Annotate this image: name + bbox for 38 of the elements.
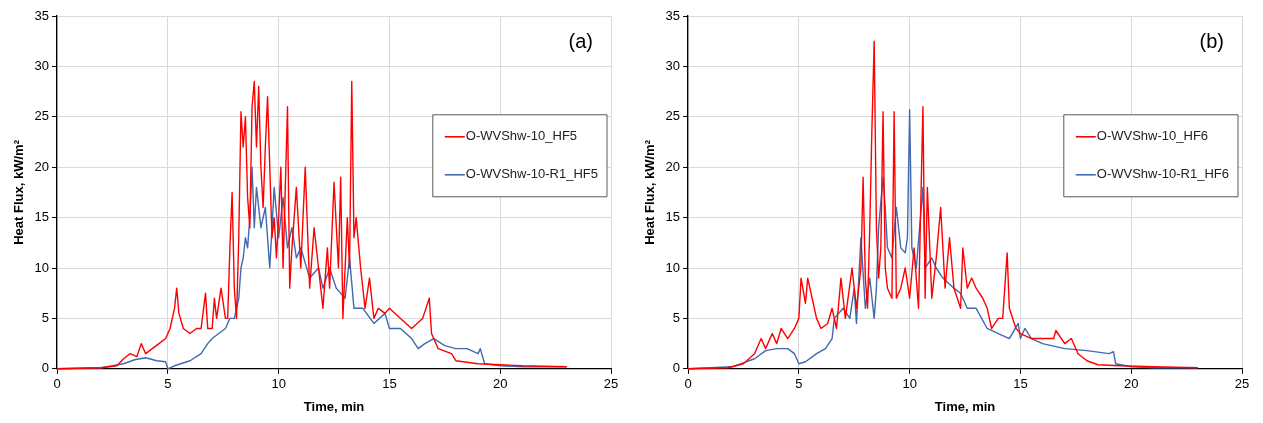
x-axis-title: Time, min [303, 398, 365, 414]
annotation: (a) [568, 29, 593, 52]
x-tick-label: 25 [1234, 376, 1250, 392]
y-tick-label: 0 [672, 360, 681, 376]
y-tick-label: 20 [34, 158, 50, 174]
x-tick-label: 15 [382, 376, 397, 392]
y-tick-label: 30 [665, 57, 681, 73]
x-axis-title: Time, min [934, 398, 996, 414]
x-tick-label: 20 [1123, 376, 1139, 392]
legend-label: O-WVShw-10_HF5 [465, 128, 578, 144]
y-tick-label: 35 [34, 7, 50, 23]
y-axis-title: Heat Flux, kW/m² [642, 139, 658, 245]
y-axis-title: Heat Flux, kW/m² [11, 139, 27, 245]
x-tick-label: 0 [684, 376, 692, 392]
x-tick-label: 25 [603, 376, 619, 392]
annotation: (b) [1199, 29, 1224, 52]
y-tick-label: 25 [34, 108, 50, 124]
y-tick-label: 30 [34, 57, 50, 73]
legend-label: O-WVShw-10_HF6 [1096, 128, 1209, 144]
legend-label: O-WVShw-10-R1_HF6 [1096, 166, 1230, 182]
x-tick-label: 20 [492, 376, 508, 392]
y-tick-label: 25 [665, 108, 681, 124]
x-tick-label: 10 [902, 376, 917, 392]
y-tick-label: 15 [665, 209, 681, 225]
y-tick-label: 0 [41, 360, 50, 376]
x-tick-label: 10 [271, 376, 286, 392]
x-tick-label: 15 [1013, 376, 1028, 392]
y-tick-label: 5 [672, 309, 681, 325]
y-tick-label: 15 [34, 209, 50, 225]
y-tick-label: 5 [41, 309, 50, 325]
y-tick-label: 10 [34, 259, 50, 275]
y-tick-label: 35 [665, 7, 681, 23]
y-tick-label: 10 [665, 259, 681, 275]
legend-label: O-WVShw-10-R1_HF5 [465, 166, 599, 182]
x-tick-label: 0 [53, 376, 61, 392]
x-tick-label: 5 [164, 376, 172, 392]
y-tick-label: 20 [665, 158, 681, 174]
x-tick-label: 5 [795, 376, 803, 392]
